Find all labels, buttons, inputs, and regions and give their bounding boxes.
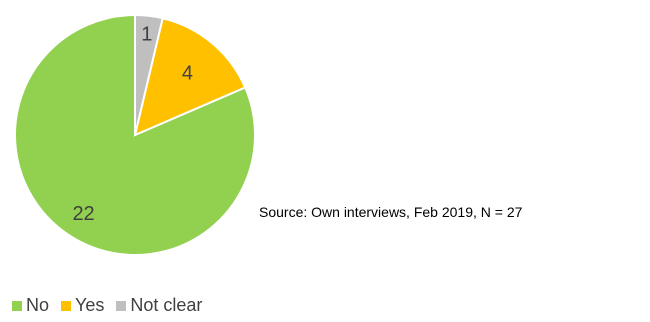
legend-item-no: No [12,295,49,316]
legend-item-not-clear: Not clear [116,295,202,316]
legend-swatch [116,300,127,311]
data-label-no: 22 [72,203,94,225]
legend-label: Yes [75,295,105,315]
data-label-not-clear: 1 [141,24,152,46]
pie-slice-not-clear [134,13,164,136]
legend-item-yes: Yes [61,295,104,316]
pie-slices [14,13,256,256]
legend-swatch [12,300,22,311]
data-label-yes: 4 [182,62,193,84]
legend-label: Not clear [130,295,203,315]
pie-slice-yes [133,17,247,137]
legend-label: No [26,295,50,315]
pie-chart: 22 4 1 [14,13,256,256]
legend: No Yes Not clear [12,295,214,316]
pie-data-labels: 22 4 1 [72,24,193,226]
source-note: Source: Own interviews, Feb 2019, N = 27 [259,204,523,220]
legend-swatch [61,300,72,311]
